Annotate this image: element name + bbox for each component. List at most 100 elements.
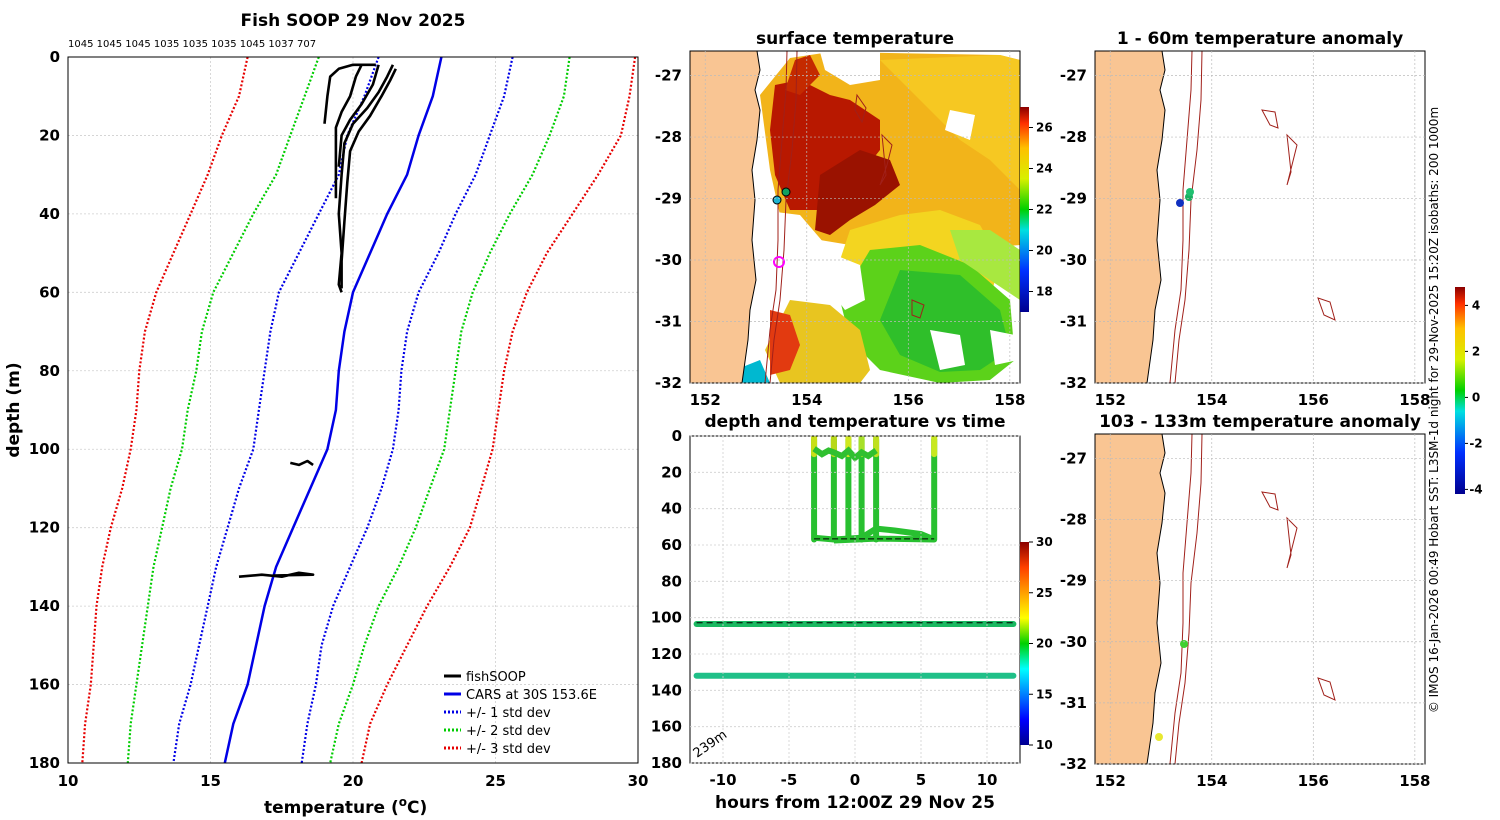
profile-ytick-label: 80 bbox=[39, 362, 60, 380]
dt-ytick-label: 140 bbox=[651, 681, 682, 699]
profile-ytick-label: 140 bbox=[29, 597, 60, 615]
sst-cb-label: 22 bbox=[1036, 203, 1053, 217]
legend-std1: +/- 1 std dev bbox=[466, 706, 551, 721]
a1-isobath-200 bbox=[1169, 51, 1193, 383]
profile-legend: fishSOOP CARS at 30S 153.6E +/- 1 std de… bbox=[444, 670, 597, 757]
anomaly-cb-label: -2 bbox=[1469, 436, 1482, 450]
anomaly-cb-label: 2 bbox=[1472, 344, 1480, 358]
dt-xtick-label: 0 bbox=[850, 771, 860, 789]
profile-ytick-label: 60 bbox=[39, 283, 60, 301]
map-xtick-label: 154 bbox=[1196, 391, 1227, 409]
sst-location-marker bbox=[773, 256, 785, 268]
sst-seamount bbox=[879, 133, 893, 186]
map-ytick-label: -31 bbox=[1060, 313, 1087, 331]
dt-xtick-label: -5 bbox=[781, 771, 798, 789]
a1-gridlines bbox=[1095, 51, 1425, 384]
legend-cars: CARS at 30S 153.6E bbox=[466, 688, 597, 703]
a2-seamount bbox=[1317, 677, 1336, 701]
anomaly-colorbar-ticks: -4 -2 0 2 4 bbox=[1465, 298, 1483, 496]
map-xtick-label: 158 bbox=[994, 391, 1025, 409]
sst-seamount bbox=[854, 93, 867, 124]
legend-std3: +/- 3 std dev bbox=[466, 742, 551, 757]
sst-colorbar bbox=[1020, 107, 1029, 312]
profile-cars-line bbox=[223, 56, 443, 764]
a2-isobath-1000 bbox=[1174, 434, 1203, 764]
map-xtick-label: 156 bbox=[893, 391, 924, 409]
map-ytick-label: -30 bbox=[1060, 251, 1087, 269]
map-ytick-label: -28 bbox=[655, 128, 682, 146]
profile-ytick-label: 20 bbox=[39, 126, 60, 144]
a1-title: 1 - 60m temperature anomaly bbox=[1117, 29, 1403, 49]
dt-cb-label: 30 bbox=[1036, 535, 1053, 549]
a2-seamount bbox=[1286, 516, 1298, 569]
map-ytick-label: -30 bbox=[1060, 633, 1087, 651]
map-ytick-label: -27 bbox=[655, 67, 682, 85]
dt-ytick-label: 160 bbox=[651, 718, 682, 736]
sst-map: 152 154 156 158 -27 -28 -29 -30 -31 -32 surface t… bbox=[655, 29, 1053, 409]
dt-cb-label: 10 bbox=[1036, 738, 1053, 752]
dt-ytick-label: 40 bbox=[661, 500, 682, 518]
sst-colorbar-ticks: 18 20 22 24 26 bbox=[1029, 121, 1053, 299]
anomaly-colorbar bbox=[1455, 287, 1465, 494]
profile-fishsoop-line bbox=[290, 459, 314, 467]
dt-cb-label: 20 bbox=[1036, 637, 1053, 651]
dt-xtick-label: -10 bbox=[709, 771, 736, 789]
legend-fishsoop: fishSOOP bbox=[466, 670, 526, 685]
a2-anomaly-point bbox=[1180, 640, 1188, 648]
map-ytick-label: -31 bbox=[1060, 694, 1087, 712]
map-xtick-label: 152 bbox=[1095, 391, 1126, 409]
map-xtick-label: 156 bbox=[1298, 391, 1329, 409]
a1-seamount bbox=[1261, 109, 1279, 129]
a2-isobath-200 bbox=[1169, 434, 1193, 764]
dt-cb-label: 25 bbox=[1036, 586, 1053, 600]
profile-ytick-label: 160 bbox=[29, 676, 60, 694]
profile-ytick-label: 100 bbox=[29, 440, 60, 458]
profile-fishsoop-line bbox=[334, 64, 363, 199]
profile-title: Fish SOOP 29 Nov 2025 bbox=[241, 11, 466, 31]
profile-xtick-label: 20 bbox=[343, 772, 364, 790]
dt-surface-track bbox=[812, 446, 878, 462]
map-ytick-label: -32 bbox=[655, 374, 682, 392]
sst-cb-label: 18 bbox=[1036, 285, 1053, 299]
profile-ytick-label: 40 bbox=[39, 205, 60, 223]
profile-plot: 10 15 20 25 30 0 20 40 60 80 100 120 140 160 180 Fish … bbox=[4, 11, 648, 818]
depth-time-title: depth and temperature vs time bbox=[705, 412, 1006, 432]
depth-time-colorbar bbox=[1020, 542, 1029, 745]
profile-std-line bbox=[329, 56, 571, 764]
sst-ticks: 152 154 156 158 -27 -28 -29 -30 -31 -32 bbox=[655, 67, 1026, 409]
a1-anomaly-point bbox=[1186, 188, 1194, 196]
sst-field bbox=[730, 52, 1020, 383]
anomaly-cb-label: 0 bbox=[1472, 390, 1480, 404]
a2-seamount bbox=[1261, 491, 1279, 511]
sst-marker bbox=[772, 195, 782, 205]
dt-ytick-label: 0 bbox=[672, 427, 682, 445]
profile-std-line bbox=[172, 56, 380, 764]
map-ytick-label: -27 bbox=[1060, 449, 1087, 467]
sst-cb-label: 20 bbox=[1036, 244, 1053, 258]
credit-text: © IMOS 16-Jan-2026 00:49 Hobart SST: L3S… bbox=[1427, 107, 1441, 713]
profile-lines bbox=[81, 56, 637, 764]
sst-cb-label: 26 bbox=[1036, 121, 1053, 135]
a1-land bbox=[1095, 51, 1166, 383]
map-ytick-label: -32 bbox=[1060, 755, 1087, 773]
profile-ytick-label: 180 bbox=[29, 754, 60, 772]
anomaly-cb-label: 4 bbox=[1472, 298, 1480, 312]
anomaly-map-1-60m: 152 154 156 158 -27 -28 -29 -30 -31 -32 1 - 60m t… bbox=[1060, 29, 1431, 409]
map-ytick-label: -27 bbox=[1060, 67, 1087, 85]
profile-ytick-label: 0 bbox=[50, 48, 60, 66]
map-ytick-label: -32 bbox=[1060, 374, 1087, 392]
sst-cb-label: 24 bbox=[1036, 162, 1053, 176]
profile-ytick-label: 120 bbox=[29, 519, 60, 537]
legend-std2: +/- 2 std dev bbox=[466, 724, 551, 739]
map-ytick-label: -29 bbox=[655, 190, 682, 208]
dt-xtick-label: 10 bbox=[977, 771, 998, 789]
profile-fishsoop-line bbox=[238, 571, 315, 579]
sst-isobath-200 bbox=[764, 51, 788, 383]
a2-land bbox=[1095, 434, 1166, 764]
profile-std-line bbox=[81, 56, 249, 764]
map-xtick-label: 156 bbox=[1298, 772, 1329, 790]
dt-ytick-label: 20 bbox=[661, 463, 682, 481]
profile-fishsoop-line bbox=[323, 63, 376, 124]
